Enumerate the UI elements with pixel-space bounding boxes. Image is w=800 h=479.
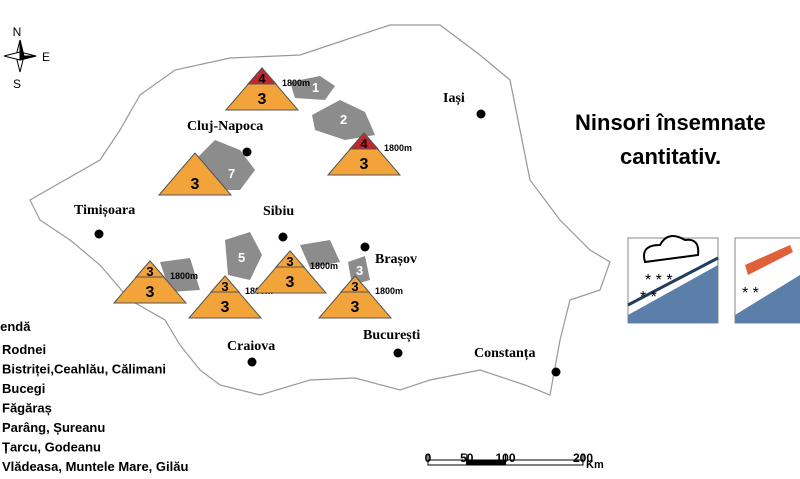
danger-upper-label: 3: [351, 279, 358, 294]
compass-north: N: [13, 25, 22, 39]
danger-upper-label: 3: [221, 279, 228, 294]
city-dot: [393, 348, 403, 358]
scale-label: 0: [425, 451, 432, 465]
legend-item: Făgăraș: [2, 401, 52, 416]
altitude: 1800m: [282, 78, 310, 88]
legend-item: Rodnei: [2, 342, 46, 357]
city-dot: [247, 357, 257, 367]
danger-upper: [274, 250, 306, 268]
danger-triangle: [317, 275, 393, 319]
city-name: Brașov: [375, 252, 417, 267]
mountain-areas: [160, 76, 375, 292]
scale-unit: Km: [586, 459, 604, 471]
danger-triangle: [224, 67, 300, 111]
danger-lower: 3: [351, 299, 360, 316]
legend-item: Țarcu, Godeanu: [2, 440, 101, 455]
snow-icon: * * ** *: [627, 235, 719, 324]
city-name: Craiova: [227, 339, 275, 354]
compass-east: E: [42, 50, 50, 64]
scale-label: 100: [495, 451, 515, 465]
region-number: 7: [228, 166, 235, 181]
danger-upper-label: 3: [286, 254, 293, 269]
danger-upper-label: 3: [146, 264, 153, 279]
city-dot: [476, 109, 486, 119]
danger-upper: [246, 67, 278, 85]
svg-text:* *: * *: [640, 289, 657, 306]
city-name: Timișoara: [74, 203, 135, 218]
danger-lower: 3: [286, 274, 295, 291]
danger-upper: [209, 275, 241, 293]
city-name: Constanța: [474, 346, 535, 361]
city-dot: [94, 229, 104, 239]
legend-item: Bistriței,Ceahlău, Călimani: [2, 362, 166, 377]
city-name: Iași: [443, 91, 465, 106]
legend-title: Legendă: [0, 319, 31, 334]
danger-lower: 3: [258, 91, 267, 108]
city-dot: [278, 232, 288, 242]
danger-lower: 3: [191, 176, 200, 193]
legend-item: Bucegi: [2, 381, 45, 396]
svg-text:* *: * *: [742, 285, 759, 302]
danger-lower: 3: [146, 284, 155, 301]
danger-lower: 3: [360, 156, 369, 173]
legend-item: Parâng, Șureanu: [2, 420, 105, 435]
danger-triangle: [252, 250, 328, 294]
scale-label: 50: [460, 451, 474, 465]
city-dot: [242, 147, 252, 157]
danger-upper: [134, 260, 166, 278]
altitude: 1800m: [375, 286, 403, 296]
danger-triangle: [187, 275, 263, 319]
altitude: 1800m: [384, 143, 412, 153]
danger-lower: 3: [221, 299, 230, 316]
city-dot: [551, 367, 561, 377]
city-dot: [360, 242, 370, 252]
region-number: 3: [356, 263, 363, 278]
region-number: 5: [238, 250, 245, 265]
danger-triangle: [112, 260, 188, 304]
altitude: 1800m: [310, 261, 338, 271]
compass: [3, 39, 37, 73]
region-number: 2: [340, 112, 347, 127]
scale-label: 200: [573, 451, 593, 465]
city-name: Cluj-Napoca: [187, 119, 263, 134]
danger-upper-label: 4: [360, 136, 368, 151]
danger-upper-label: 4: [258, 71, 266, 86]
legend-item: Vlădeasa, Muntele Mare, Gilău: [2, 459, 188, 474]
altitude: 1800m: [170, 271, 198, 281]
title-line-2: cantitativ.: [620, 144, 721, 169]
svg-text:* * *: * * *: [645, 272, 673, 289]
wind-icon: * *: [734, 237, 800, 324]
title-line-1: Ninsori însemnate: [575, 110, 766, 135]
region-number: 1: [312, 80, 319, 95]
danger-triangle: [157, 152, 233, 196]
danger-triangle: [326, 132, 402, 176]
city-name: Sibiu: [263, 204, 294, 219]
city-name: București: [363, 328, 420, 343]
danger-upper: [339, 275, 371, 293]
compass-south: S: [13, 77, 21, 91]
danger-upper: [348, 132, 380, 150]
